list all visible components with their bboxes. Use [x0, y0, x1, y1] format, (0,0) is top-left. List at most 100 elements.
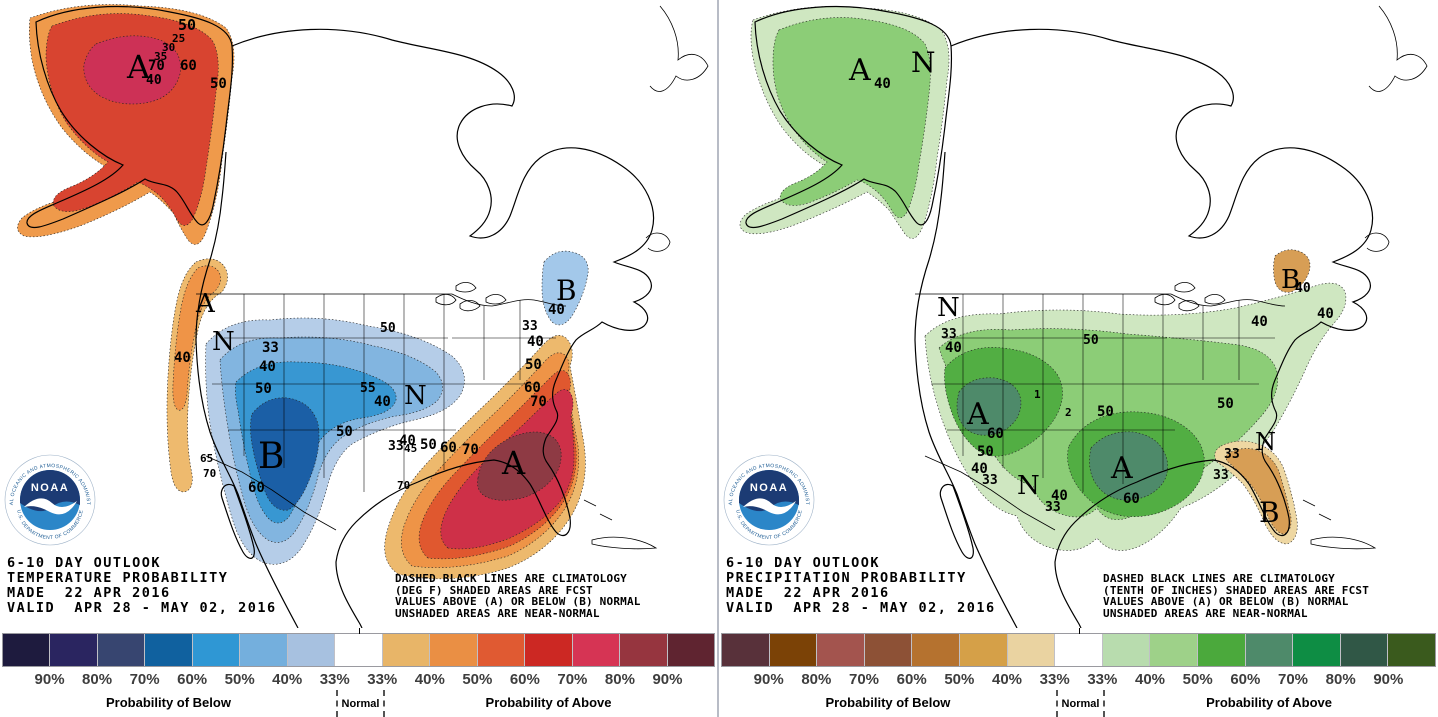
colorbar-percent-label: 60% [177, 671, 208, 688]
below-caption: Probability of Below [106, 695, 231, 710]
colorbar-cell [287, 634, 336, 666]
map-label-70: 70 [148, 58, 165, 74]
precip-florida-below-40 [1225, 448, 1292, 535]
map-label-50: 50 [1097, 404, 1114, 420]
colorbar-percent-label: 70% [129, 671, 160, 688]
map-label-45: 45 [404, 442, 417, 455]
map-label-40: 40 [971, 461, 988, 477]
colorbar-percent-label: 70% [557, 671, 588, 688]
precipitation-title: 6-10 DAY OUTLOOK PRECIPITATION PROBABILIT… [726, 556, 996, 616]
noaa-logo [723, 454, 815, 546]
map-label-40: 40 [1317, 306, 1334, 322]
colorbar-percent-label: 33% [367, 671, 398, 688]
map-label-60: 60 [440, 440, 457, 456]
colorbar-percent-label: 60% [509, 671, 540, 688]
colorbar-cell [525, 634, 573, 666]
map-label-40: 40 [174, 350, 191, 366]
colorbar-cell [912, 634, 960, 666]
temp-central-below-60 [250, 397, 320, 511]
colorbar-cell [97, 634, 146, 666]
colorbar-cell [382, 634, 431, 666]
colorbar-cell [817, 634, 865, 666]
map-label-60: 60 [987, 426, 1004, 442]
normal-tick [1078, 628, 1080, 634]
colorbar-cell [477, 634, 526, 666]
panel-precipitation: A 40 N N 33 40 A 60 50 40 33 N 40 33 1 2 50 A 60 50 33 33 N B B 4… [719, 0, 1438, 717]
map-label-35: 35 [154, 50, 167, 63]
colorbar-cell [769, 634, 818, 666]
map-label-50: 50 [525, 357, 542, 373]
text-line: 6-10 DAY OUTLOOK [726, 555, 881, 571]
colorbar-percent-label: 90% [1373, 671, 1404, 688]
text-line: UNSHADED AREAS ARE NEAR-NORMAL [395, 606, 600, 620]
precip-alaska-above-40 [772, 17, 931, 219]
map-label-A: A [501, 444, 526, 482]
colorbar-cell [335, 634, 383, 666]
map-label-70: 70 [203, 467, 216, 480]
map-label-70: 70 [530, 394, 547, 410]
colorbar-cell [1388, 634, 1435, 666]
colorbar-cell [50, 634, 98, 666]
colorbar-cell [1293, 634, 1341, 666]
colorbar-cell [722, 634, 770, 666]
map-label-N: N [1017, 471, 1040, 501]
panel-temperature: A 70 60 50 25 30 35 40 50 A N 40 33 40 50 50 55 40 33 45 50 B… [0, 0, 719, 717]
text-line: VALUES ABOVE (A) OR BELOW (B) NORMAL [1103, 595, 1349, 608]
map-label-2: 2 [1065, 406, 1072, 419]
colorbar-percent-label: 90% [34, 671, 65, 688]
map-label-33: 33 [982, 473, 998, 488]
below-caption: Probability of Below [825, 695, 951, 710]
precipitation-disclaimer: DASHED BLACK LINES ARE CLIMATOLOGY (TENTH… [1103, 573, 1369, 619]
temp-northeast-below-40 [541, 250, 589, 326]
map-label-40: 40 [1251, 314, 1268, 330]
precip-south-above-60 [1089, 431, 1168, 501]
temperature-title: 6-10 DAY OUTLOOK TEMPERATURE PROBABILITY M… [7, 556, 277, 616]
colorbar-percent-label: 70% [1277, 671, 1309, 688]
map-label-50: 50 [255, 381, 272, 397]
above-caption: Probability of Above [1206, 695, 1333, 710]
precipitation-captions: Probability of Below Normal Probability … [721, 690, 1436, 717]
map-label-N: N [911, 46, 936, 79]
map-label-50: 50 [210, 76, 227, 92]
colorbar-percent-label: 40% [991, 671, 1023, 688]
colorbar-percent-label: 60% [896, 671, 927, 688]
colorbar-percent-label: 50% [1182, 671, 1213, 688]
map-label-50: 50 [1083, 333, 1099, 348]
colorbar-percent-label: 70% [848, 671, 880, 688]
map-label-40: 40 [945, 340, 962, 356]
text-line: 6-10 DAY OUTLOOK [7, 555, 162, 571]
precipitation-map: A 40 N N 33 40 A 60 50 40 33 N 40 33 1 2 50 A 60 50 33 33 N B B 4… [719, 0, 1438, 628]
colorbar-percent-label: 40% [272, 671, 303, 688]
map-label-B: B [556, 274, 577, 307]
map-label-A: A [1110, 451, 1133, 486]
text-line: TEMPERATURE PROBABILITY [7, 570, 229, 586]
text-line: UNSHADED AREAS ARE NEAR-NORMAL [1103, 606, 1308, 620]
map-label-33: 33 [1045, 500, 1061, 515]
map-label-70: 70 [462, 442, 479, 458]
precipitation-colorbar [721, 633, 1436, 667]
temperature-disclaimer: DASHED BLACK LINES ARE CLIMATOLOGY (DEG F… [395, 573, 641, 619]
text-line: MADE 22 APR 2016 [726, 585, 890, 601]
colorbar-cell [1197, 634, 1246, 666]
temperature-map: A 70 60 50 25 30 35 40 50 A N 40 33 40 50 50 55 40 33 45 50 B… [0, 0, 717, 628]
colorbar-cell [1007, 634, 1056, 666]
above-caption: Probability of Above [485, 695, 612, 710]
map-label-55: 55 [360, 381, 376, 396]
text-line: VALID APR 28 - MAY 02, 2016 [7, 600, 277, 616]
colorbar-cell [240, 634, 288, 666]
map-label-40: 40 [146, 73, 162, 88]
map-label-B: B [1259, 496, 1280, 529]
map-label-40: 40 [374, 394, 391, 410]
map-label-65: 65 [200, 452, 213, 465]
temperature-colorbar [2, 633, 715, 667]
map-label-40: 40 [259, 359, 276, 375]
map-label-60: 60 [248, 480, 265, 496]
map-label-40: 40 [527, 334, 544, 350]
colorbar-cell [3, 634, 51, 666]
map-label-70: 70 [397, 479, 410, 492]
colorbar-percent-label: 60% [1230, 671, 1261, 688]
